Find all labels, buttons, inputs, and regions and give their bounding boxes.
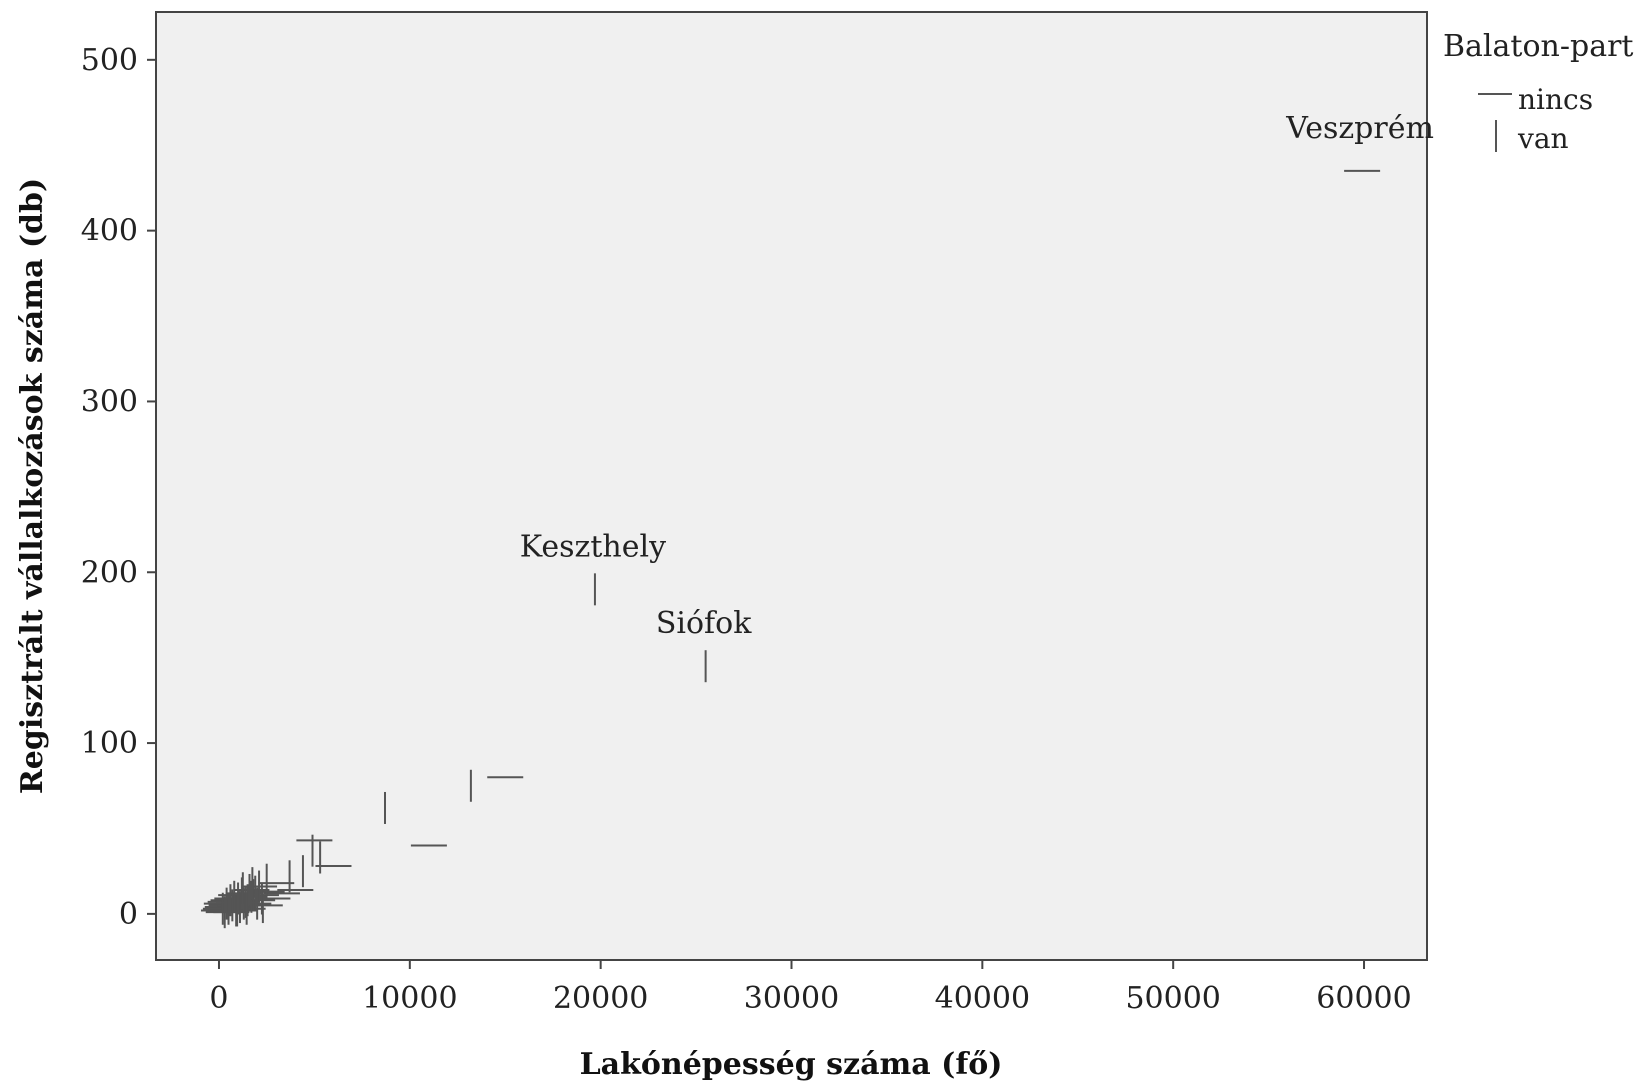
x-tick-label: 10000 bbox=[362, 981, 457, 1016]
legend-label-nincs: nincs bbox=[1518, 83, 1593, 116]
y-tick-label: 500 bbox=[81, 43, 138, 78]
point-annotation: Veszprém bbox=[1285, 111, 1434, 146]
data-markers bbox=[200, 169, 1381, 929]
y-tick-label: 0 bbox=[119, 897, 138, 932]
y-tick-label: 400 bbox=[81, 214, 138, 249]
y-tick-label: 200 bbox=[81, 555, 138, 590]
y-axis: 0 100 200 300 400 500 bbox=[81, 43, 156, 932]
legend: Balaton-part nincs van bbox=[1443, 29, 1633, 155]
legend-title: Balaton-part bbox=[1443, 29, 1633, 64]
annotations: Veszprém Keszthely Siófok bbox=[520, 111, 1434, 641]
y-axis-title: Regisztrált vállalkozások száma (db) bbox=[15, 178, 50, 794]
x-axis-title: Lakónépesség száma (fő) bbox=[580, 1047, 1003, 1081]
x-axis: 0 10000 20000 30000 40000 50000 60000 bbox=[209, 960, 1412, 1016]
plot-area bbox=[155, 11, 1428, 961]
x-tick-label: 30000 bbox=[744, 981, 839, 1016]
x-tick-label: 40000 bbox=[935, 981, 1030, 1016]
x-tick-label: 0 bbox=[209, 981, 228, 1016]
point-annotation: Siófok bbox=[656, 606, 752, 641]
y-tick-label: 300 bbox=[81, 384, 138, 419]
x-tick-label: 60000 bbox=[1316, 981, 1411, 1016]
x-tick-label: 20000 bbox=[553, 981, 648, 1016]
point-annotation: Keszthely bbox=[520, 529, 666, 564]
x-tick-label: 50000 bbox=[1125, 981, 1220, 1016]
legend-label-van: van bbox=[1517, 122, 1569, 155]
y-tick-label: 100 bbox=[81, 726, 138, 761]
